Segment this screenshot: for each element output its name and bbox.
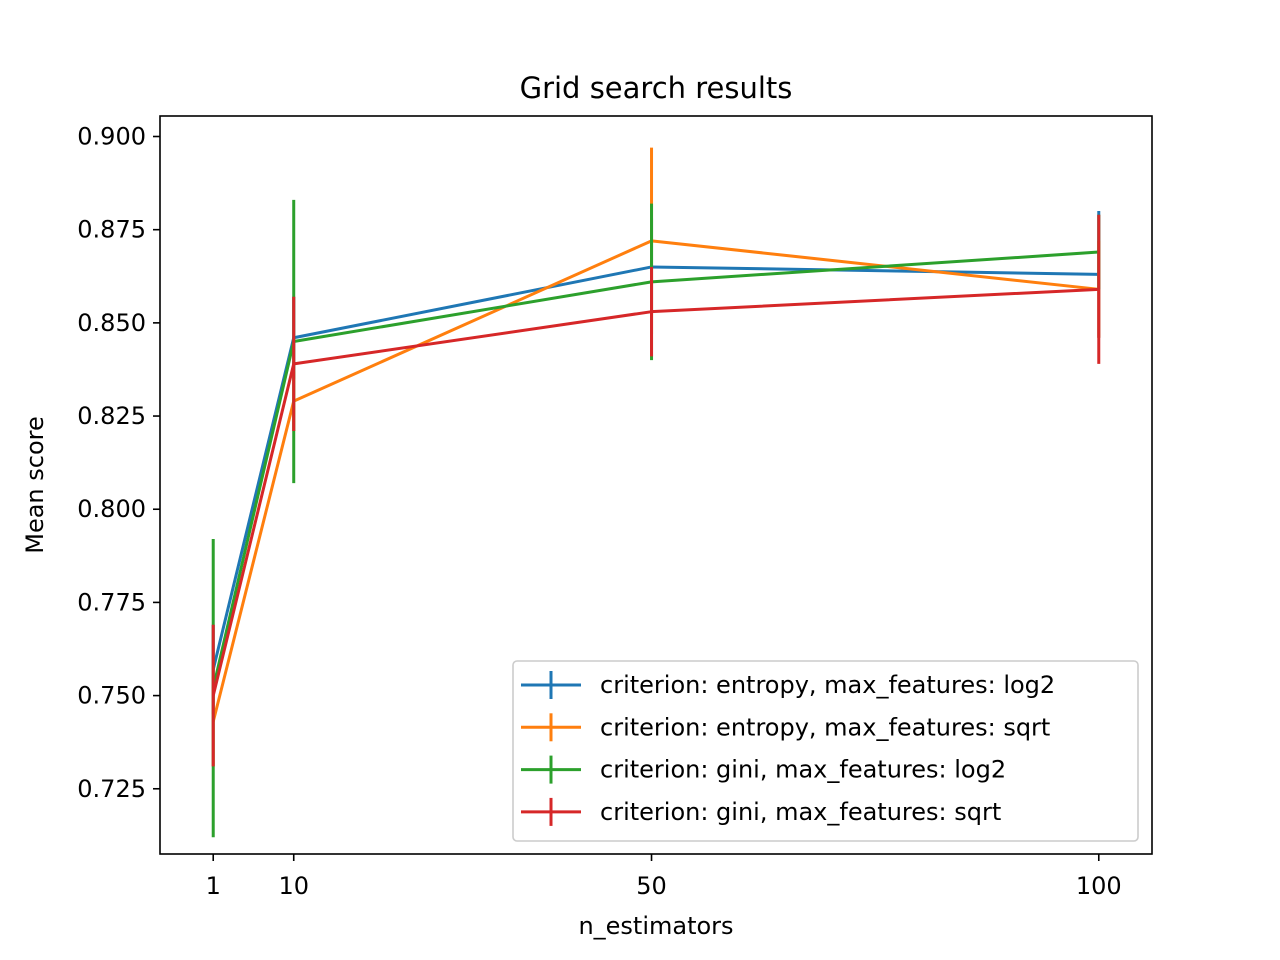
y-tick-label: 0.750 xyxy=(77,682,146,710)
x-tick-label: 100 xyxy=(1076,872,1122,900)
x-axis-label: n_estimators xyxy=(578,912,733,940)
x-tick-label: 50 xyxy=(636,872,667,900)
series-4 xyxy=(211,214,1101,767)
x-tick-label: 1 xyxy=(206,872,221,900)
x-tick-label: 10 xyxy=(278,872,309,900)
y-tick-label: 0.900 xyxy=(77,123,146,151)
chart-title: Grid search results xyxy=(520,71,793,105)
legend-label: criterion: entropy, max_features: sqrt xyxy=(600,713,1050,741)
series-line xyxy=(211,250,1099,689)
series-line xyxy=(211,265,1099,670)
legend-entry: criterion: gini, max_features: sqrt xyxy=(521,797,1001,826)
legend-label: criterion: gini, max_features: sqrt xyxy=(600,798,1001,826)
legend-entry: criterion: gini, max_features: log2 xyxy=(521,755,1006,784)
legend-entry: criterion: entropy, max_features: log2 xyxy=(521,671,1055,699)
legend: criterion: entropy, max_features: log2 cr… xyxy=(512,660,1139,842)
plot-area xyxy=(211,147,1101,838)
legend-label: criterion: gini, max_features: log2 xyxy=(600,756,1006,784)
legend-label: criterion: entropy, max_features: log2 xyxy=(600,671,1055,699)
y-tick-label: 0.875 xyxy=(77,216,146,244)
series-line xyxy=(211,239,1099,723)
series-line xyxy=(211,287,1099,696)
y-tick-label: 0.850 xyxy=(77,309,146,337)
y-tick-label: 0.800 xyxy=(77,495,146,523)
legend-box xyxy=(512,660,1139,842)
y-axis-label: Mean score xyxy=(21,416,49,554)
y-tick-label: 0.825 xyxy=(77,402,146,430)
axes-frame xyxy=(159,115,1153,855)
y-tick-label: 0.725 xyxy=(77,775,146,803)
y-axis: 0.725 0.750 0.775 0.800 0.825 0.850 0.875 0.900 xyxy=(77,123,160,803)
x-axis: 1 10 50 100 xyxy=(206,854,1122,900)
legend-entry: criterion: entropy, max_features: sqrt xyxy=(521,713,1050,742)
y-tick-label: 0.775 xyxy=(77,588,146,616)
